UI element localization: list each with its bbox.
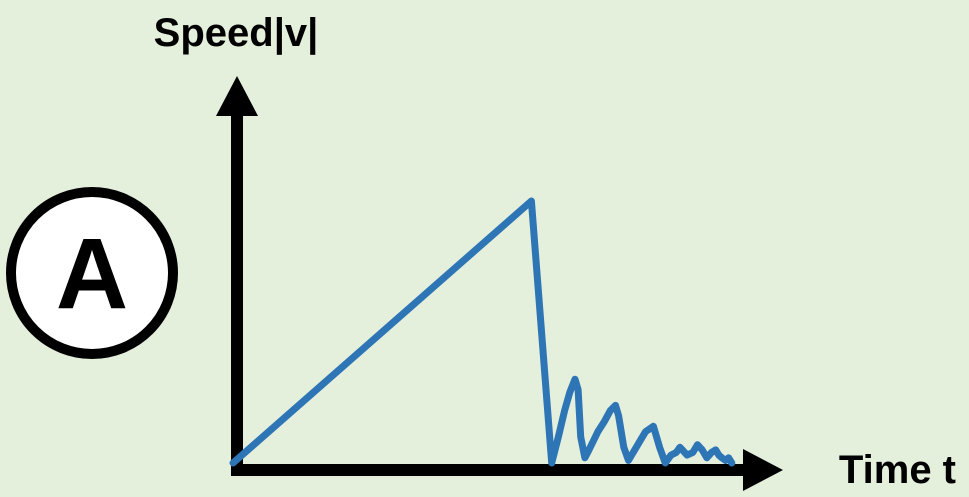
series-layer (229, 197, 736, 467)
y-axis-label: Speed|v| (154, 11, 319, 55)
x-axis-label: Time t (839, 448, 956, 492)
series-line-0 (229, 197, 736, 467)
axes (216, 76, 783, 491)
badge: A (6, 187, 178, 359)
x-axis-arrowhead (743, 449, 783, 491)
badge-letter: A (56, 218, 128, 330)
y-axis-arrowhead (216, 76, 258, 116)
badge-circle (6, 187, 178, 359)
